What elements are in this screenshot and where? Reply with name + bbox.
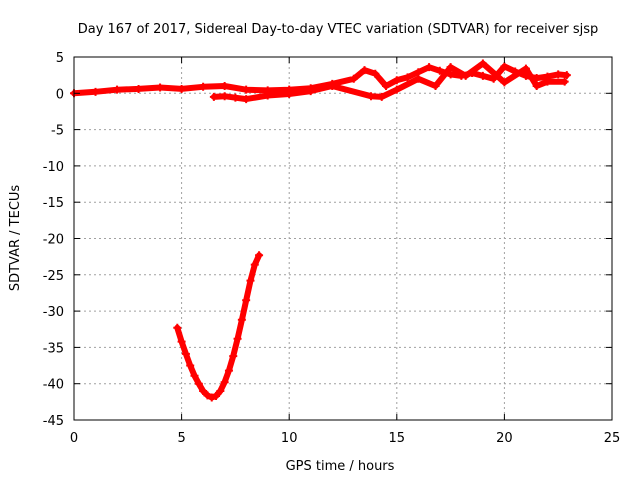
x-tick-label: 10 [281,431,298,446]
data-point [91,87,100,96]
data-point [250,260,259,269]
data-point [414,74,423,83]
data-point [231,93,240,102]
chart-title: Day 167 of 2017, Sidereal Day-to-day VTE… [78,22,599,37]
y-tick-label: -15 [43,196,64,211]
data-point [224,366,233,375]
data-point [560,77,569,86]
data-point [371,69,380,78]
data-point [500,78,509,87]
data-point [246,276,255,285]
data-point [199,82,208,91]
data-point [220,92,229,101]
data-point [233,334,242,343]
data-point [392,76,401,85]
data-point [242,296,251,305]
data-point [216,386,225,395]
data-point [500,62,509,71]
data-point [186,361,195,370]
data-point [220,378,229,387]
data-point [431,82,440,91]
data-point [212,392,221,401]
x-tick-label: 0 [70,431,78,446]
data-point [242,85,251,94]
data-point [478,59,487,68]
data-point [435,66,444,75]
series-trace [71,63,570,97]
grid-layer [74,57,612,420]
data-point [263,91,272,100]
y-tick-label: -35 [43,341,64,356]
data-series-3 [173,251,264,402]
data-point [177,84,186,93]
data-point [360,66,369,75]
data-point [229,352,238,361]
data-point [113,85,122,94]
series-trace [174,252,263,401]
data-point [521,64,530,73]
data-point [461,71,470,80]
x-tick-label: 25 [604,431,621,446]
y-tick-label: -10 [43,160,64,175]
data-point [377,92,386,101]
data-point [194,379,203,388]
data-point [156,83,165,92]
data-point [190,371,199,380]
x-tick-label: 20 [496,431,513,446]
data-series-1 [70,62,571,98]
y-tick-label: -25 [43,269,64,284]
data-point [554,70,563,79]
data-point [237,315,246,324]
data-point [543,77,552,86]
data-point [177,337,186,346]
y-tick-label: -45 [43,414,64,429]
data-point [173,323,182,332]
data-point [562,71,571,80]
tick-label-layer: 0 5 10 15 20 25 5 0 -5 -10 -15 -20 -25 -30 -35 -40 -45 [43,51,621,446]
data-point [306,87,315,96]
data-point [199,386,208,395]
data-point [207,393,216,402]
data-point [242,95,251,104]
x-axis-label: GPS time / hours [286,459,395,474]
data-point [134,84,143,93]
data-point [209,92,218,101]
data-point [328,82,337,91]
data-point [181,349,190,358]
data-point [532,82,541,91]
data-point [203,391,212,400]
data-layer [70,59,571,402]
data-point [349,74,358,83]
data-point [366,92,375,101]
x-tick-label: 15 [389,431,406,446]
x-tick-label: 5 [177,431,185,446]
data-point [392,85,401,94]
y-axis-label: SDTVAR / TECUs [8,185,23,292]
data-point [220,82,229,91]
data-point [478,71,487,80]
data-point [403,73,412,82]
y-tick-label: -5 [51,124,64,139]
data-point [285,90,294,99]
y-tick-label: 0 [56,87,64,102]
data-point [446,63,455,72]
y-tick-label: -20 [43,233,64,248]
data-point [425,63,434,72]
y-tick-label: -40 [43,378,64,393]
y-tick-label: -30 [43,305,64,320]
tick-layer [73,56,613,421]
data-series-2 [209,59,569,104]
data-point [382,82,391,91]
y-tick-label: 5 [56,51,64,66]
data-point [255,251,264,260]
